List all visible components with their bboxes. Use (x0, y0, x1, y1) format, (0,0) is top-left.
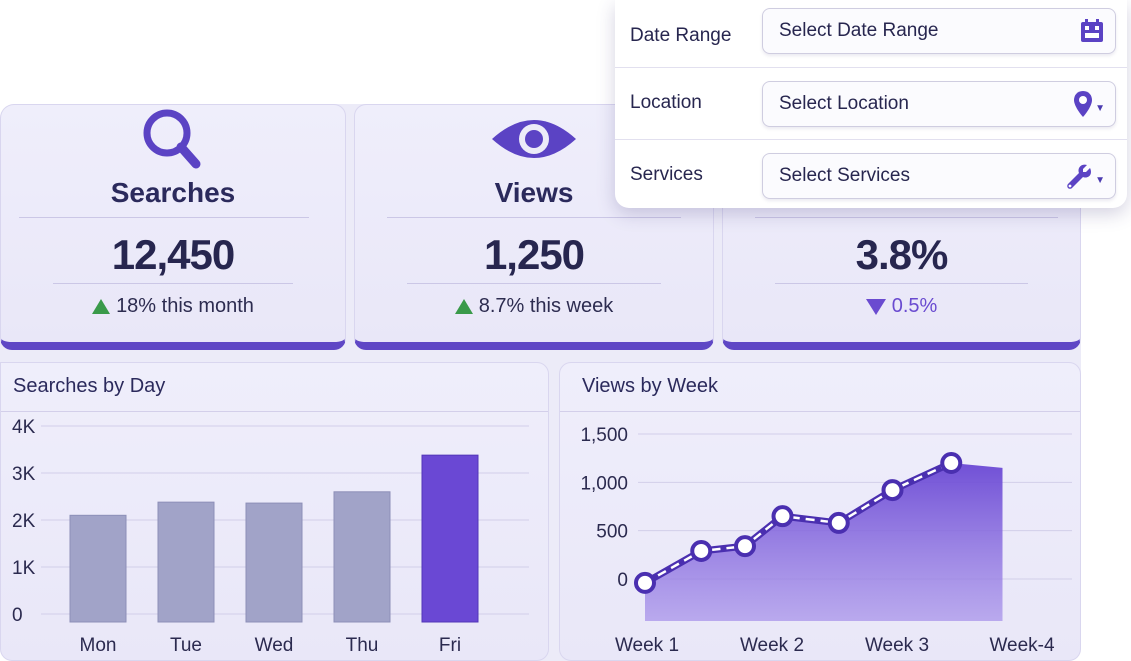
search-icon (138, 107, 208, 178)
divider (560, 411, 1080, 412)
x-tick-label: Thu (346, 635, 379, 656)
x-tick-label: Week 2 (740, 635, 804, 656)
date-range-label: Date Range (630, 24, 732, 46)
chevron-down-icon: ▼ (1095, 102, 1105, 114)
x-tick-label: Week 3 (865, 635, 929, 656)
x-tick-label: Wed (255, 635, 294, 656)
y-tick-label: 1,500 (580, 425, 628, 446)
bar (333, 491, 391, 623)
chevron-down-icon: ▼ (1095, 174, 1105, 186)
wrench-icon[interactable]: ▼ (1065, 162, 1105, 190)
searches-card[interactable]: Searches 12,450 18% this month (0, 104, 346, 350)
area-fill (645, 463, 1003, 621)
chart-title: Searches by Day (13, 375, 166, 397)
y-tick-label: 0 (12, 605, 23, 626)
date-range-row: Date Range Select Date Range (615, 0, 1127, 71)
location-value: Select Location (779, 93, 909, 114)
divider (53, 283, 293, 284)
data-point (734, 535, 756, 558)
map-pin-icon[interactable]: ▼ (1073, 90, 1105, 118)
x-tick-label: Week-4 (989, 635, 1055, 656)
divider (19, 217, 309, 218)
data-point (634, 571, 656, 594)
divider (407, 283, 661, 284)
divider (1, 411, 548, 412)
bar (69, 514, 127, 623)
y-tick-label: 500 (596, 522, 628, 543)
x-tick-label: Week 1 (615, 635, 679, 656)
divider (775, 283, 1028, 284)
bar (245, 502, 303, 623)
views-delta-text: 8.7% this week (478, 295, 614, 317)
bar (157, 501, 215, 623)
services-select[interactable]: Select Services ▼ (762, 153, 1116, 199)
y-tick-label: 1,000 (580, 473, 628, 494)
searches-title: Searches (110, 177, 236, 208)
divider (755, 217, 1058, 218)
services-label: Services (630, 164, 703, 185)
bar (421, 454, 479, 623)
trend-up-icon (454, 299, 473, 314)
data-point (827, 511, 850, 534)
bar-chart: 0 1K 2K 3K 4K Mon Tue Wed Thu Fri (12, 417, 529, 656)
trend-down-icon (865, 298, 886, 315)
y-tick-label: 0 (617, 570, 628, 591)
filter-panel: Date Range Select Date Range Location (615, 0, 1127, 208)
eye-icon (489, 113, 579, 170)
x-tick-label: Mon (80, 635, 117, 656)
data-point (690, 539, 713, 562)
location-label: Location (630, 92, 702, 113)
views-by-week-card: Views by Week 0 500 1,000 1,500 Week 1 Week 2… (559, 362, 1081, 661)
views-title: Views (494, 177, 574, 208)
y-tick-label: 4K (12, 417, 36, 438)
data-point (881, 479, 904, 502)
y-tick-label: 3K (12, 464, 36, 485)
data-point (940, 452, 963, 474)
rate-delta-text: 0.5% (891, 295, 938, 317)
date-range-select[interactable]: Select Date Range (762, 8, 1116, 54)
calendar-icon[interactable] (1079, 18, 1105, 44)
y-tick-label: 2K (12, 511, 36, 532)
area-chart: 0 500 1,000 1,500 Week 1 Week 2 Week 3 Week-4 (580, 425, 1072, 656)
date-range-value: Select Date Range (779, 20, 939, 41)
x-tick-label: Fri (439, 635, 461, 656)
searches-by-day-card: Searches by Day 0 1K 2K 3K 4K Mon Tue Wed Thu Fri (0, 362, 549, 661)
searches-value: 12,450 (111, 231, 235, 278)
location-row: Location Select Location ▼ (615, 67, 1127, 138)
trend-up-icon (92, 299, 111, 314)
location-select[interactable]: Select Location ▼ (762, 81, 1116, 127)
y-tick-label: 1K (12, 558, 36, 579)
services-row: Services Select Services ▼ (615, 139, 1127, 210)
views-delta: 8.7% this week (355, 295, 713, 320)
rate-delta: 0.5% (723, 295, 1080, 321)
searches-delta: 18% this month (1, 295, 345, 320)
divider (387, 217, 681, 218)
data-point (771, 505, 794, 528)
rate-value: 3.8% (855, 231, 949, 278)
x-tick-label: Tue (170, 635, 202, 656)
services-value: Select Services (779, 165, 910, 186)
chart-title: Views by Week (582, 375, 718, 397)
searches-delta-text: 18% this month (116, 295, 254, 317)
views-value: 1,250 (483, 231, 585, 278)
